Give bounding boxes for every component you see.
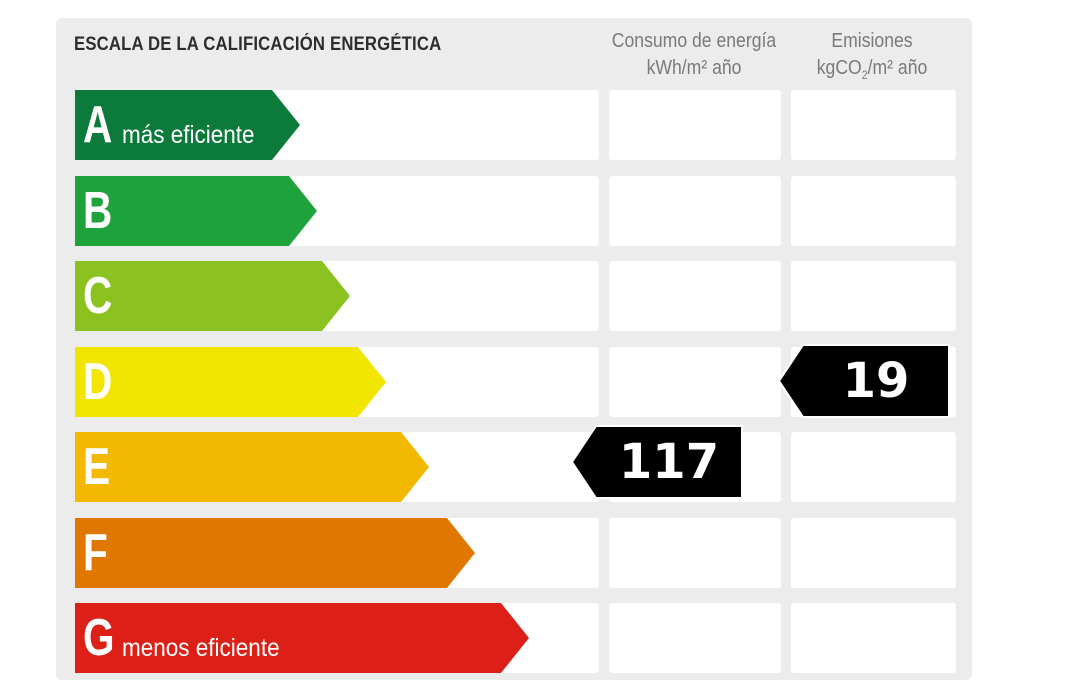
rating-letter-a: A — [83, 96, 113, 154]
energy-column-unit: kWh/m² año — [646, 57, 742, 79]
energy-cell-f — [609, 518, 781, 588]
emissions-cell-e — [791, 432, 956, 502]
rating-letter-e: E — [83, 438, 111, 496]
emissions-column-unit: kgCO2/m² año — [816, 57, 928, 82]
emissions-value-marker: 19 — [777, 343, 953, 419]
energy-column-header: Consumo de energía kWh/m² año — [611, 28, 776, 82]
emissions-arrow-shape — [777, 344, 950, 418]
energy-value: 117 — [618, 434, 720, 490]
emissions-value: 19 — [842, 353, 910, 409]
rating-arrow-a — [75, 90, 300, 160]
rating-arrow-g — [75, 603, 529, 673]
emissions-cell-g — [791, 603, 956, 673]
emissions-cell-a — [791, 90, 956, 160]
label-title: ESCALA DE LA CALIFICACIÓN ENERGÉTICA — [74, 34, 442, 55]
rating-arrow-f — [75, 518, 475, 588]
energy-cell-a — [609, 90, 781, 160]
rating-bar-d: D — [75, 347, 386, 417]
energy-cell-g — [609, 603, 781, 673]
energy-cell-d — [609, 347, 781, 417]
emissions-column-header: Emisiones kgCO2/m² año — [795, 28, 950, 89]
energy-cell-c — [609, 261, 781, 331]
rating-arrow-d — [75, 347, 386, 417]
emissions-cell-c — [791, 261, 956, 331]
energy-arrow-shape — [570, 425, 743, 499]
rating-arrow-b — [75, 176, 317, 246]
rating-letter-b: B — [83, 182, 113, 240]
energy-column-title: Consumo de energía — [611, 30, 777, 52]
rating-letter-d: D — [83, 353, 113, 411]
rating-caption-g: menos eficiente — [122, 634, 280, 662]
energy-value-marker: 117 — [570, 424, 746, 500]
rating-letter-g: G — [83, 609, 115, 667]
emissions-cell-f — [791, 518, 956, 588]
rating-arrow-c — [75, 261, 350, 331]
rating-bar-f: F — [75, 518, 475, 588]
emissions-cell-b — [791, 176, 956, 246]
rating-letter-c: C — [83, 267, 113, 325]
rating-letter-f: F — [83, 524, 108, 582]
emissions-column-title: Emisiones — [831, 30, 913, 52]
rating-bar-b: B — [75, 176, 317, 246]
energy-cell-b — [609, 176, 781, 246]
rating-arrow-e — [75, 432, 429, 502]
rating-bar-e: E — [75, 432, 429, 502]
rating-caption-a: más eficiente — [122, 121, 255, 149]
rating-bar-c: C — [75, 261, 350, 331]
